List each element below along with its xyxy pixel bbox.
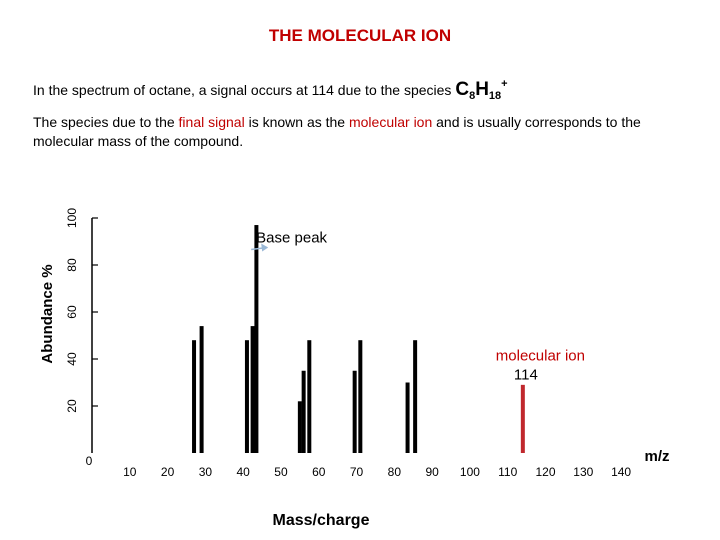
spectrum-bar <box>244 340 249 453</box>
y-tick-label: 100 <box>65 208 79 228</box>
molecular-ion-paragraph: The species due to the final signal is k… <box>33 114 641 149</box>
spectrum-bar <box>199 326 204 453</box>
molecular-ion-highlight: molecular ion <box>348 114 433 130</box>
spectrum-bar <box>297 401 302 453</box>
x-tick-label: 70 <box>350 465 364 479</box>
y-tick-label: 60 <box>65 305 79 319</box>
molecular-ion-mass-label: 114 <box>514 367 538 384</box>
x-tick-label: 120 <box>536 465 556 479</box>
base-peak-label: Base peak <box>256 230 327 247</box>
octane-ion-formula: C8H18+ <box>455 78 508 102</box>
molecular-ion-label: molecular ion <box>496 347 585 364</box>
x-tick-label: 30 <box>199 465 213 479</box>
x-tick-label: 20 <box>161 465 175 479</box>
y-tick-label: 20 <box>65 399 79 413</box>
x-tick-label: 110 <box>498 465 517 479</box>
x-axis-unit: m/z <box>644 448 669 465</box>
x-tick-label: 10 <box>123 465 137 479</box>
x-axis-title: Mass/charge <box>273 512 370 529</box>
spectrum-bar <box>307 340 312 453</box>
spectrum-bar <box>352 370 357 453</box>
x-tick-label: 0 <box>86 454 93 468</box>
x-tick-label: 80 <box>388 465 402 479</box>
spectrum-bar <box>413 340 418 453</box>
spectrum-bar <box>254 225 259 453</box>
x-tick-label: 130 <box>573 465 593 479</box>
intro-line: In the spectrum of octane, a signal occu… <box>33 78 508 102</box>
spectrum-bar <box>405 382 410 453</box>
spectrum-bar <box>250 326 255 453</box>
spectrum-bar <box>301 370 306 453</box>
x-tick-label: 100 <box>460 465 480 479</box>
x-tick-label: 140 <box>611 465 631 479</box>
page-title: THE MOLECULAR ION <box>268 26 452 45</box>
spectrum-bar <box>192 340 197 453</box>
x-tick-label: 60 <box>312 465 326 479</box>
x-tick-label: 40 <box>236 465 250 479</box>
x-tick-label: 50 <box>274 465 288 479</box>
base-peak-arrowhead <box>261 243 269 252</box>
final-signal-highlight: final signal <box>178 114 245 130</box>
spectrum-bar <box>520 384 525 453</box>
x-tick-label: 90 <box>425 465 439 479</box>
intro-text: In the spectrum of octane, a signal occu… <box>33 82 452 98</box>
spectrum-bar <box>358 340 363 453</box>
y-axis-title: Abundance % <box>39 264 56 363</box>
y-tick-label: 80 <box>65 258 79 272</box>
y-tick-label: 40 <box>65 352 79 366</box>
